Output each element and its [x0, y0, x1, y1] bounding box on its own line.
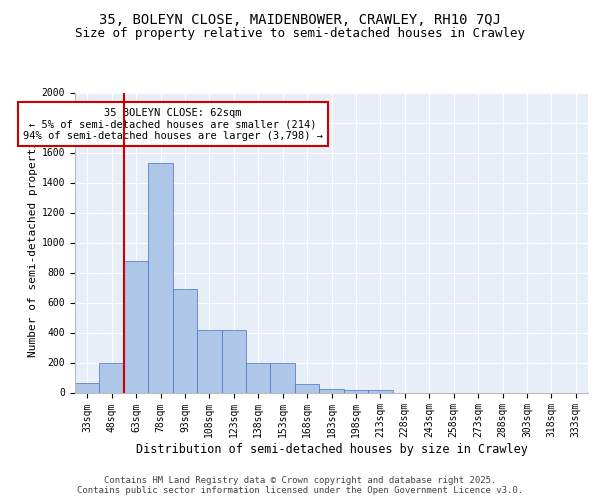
Y-axis label: Number of semi-detached properties: Number of semi-detached properties	[28, 128, 38, 357]
Bar	[148, 163, 173, 392]
Bar	[221, 330, 246, 392]
Bar	[344, 390, 368, 392]
Bar	[197, 330, 221, 392]
Bar	[319, 389, 344, 392]
Bar	[100, 362, 124, 392]
Bar	[271, 363, 295, 392]
Text: 35 BOLEYN CLOSE: 62sqm
← 5% of semi-detached houses are smaller (214)
94% of sem: 35 BOLEYN CLOSE: 62sqm ← 5% of semi-deta…	[23, 108, 323, 140]
Bar	[75, 383, 100, 392]
Text: Contains HM Land Registry data © Crown copyright and database right 2025.
Contai: Contains HM Land Registry data © Crown c…	[77, 476, 523, 495]
Text: 35, BOLEYN CLOSE, MAIDENBOWER, CRAWLEY, RH10 7QJ: 35, BOLEYN CLOSE, MAIDENBOWER, CRAWLEY, …	[99, 12, 501, 26]
Text: Size of property relative to semi-detached houses in Crawley: Size of property relative to semi-detach…	[75, 28, 525, 40]
X-axis label: Distribution of semi-detached houses by size in Crawley: Distribution of semi-detached houses by …	[136, 443, 527, 456]
Bar	[246, 363, 271, 392]
Bar	[368, 390, 392, 392]
Bar	[124, 261, 148, 392]
Bar	[173, 289, 197, 393]
Bar	[295, 384, 319, 392]
